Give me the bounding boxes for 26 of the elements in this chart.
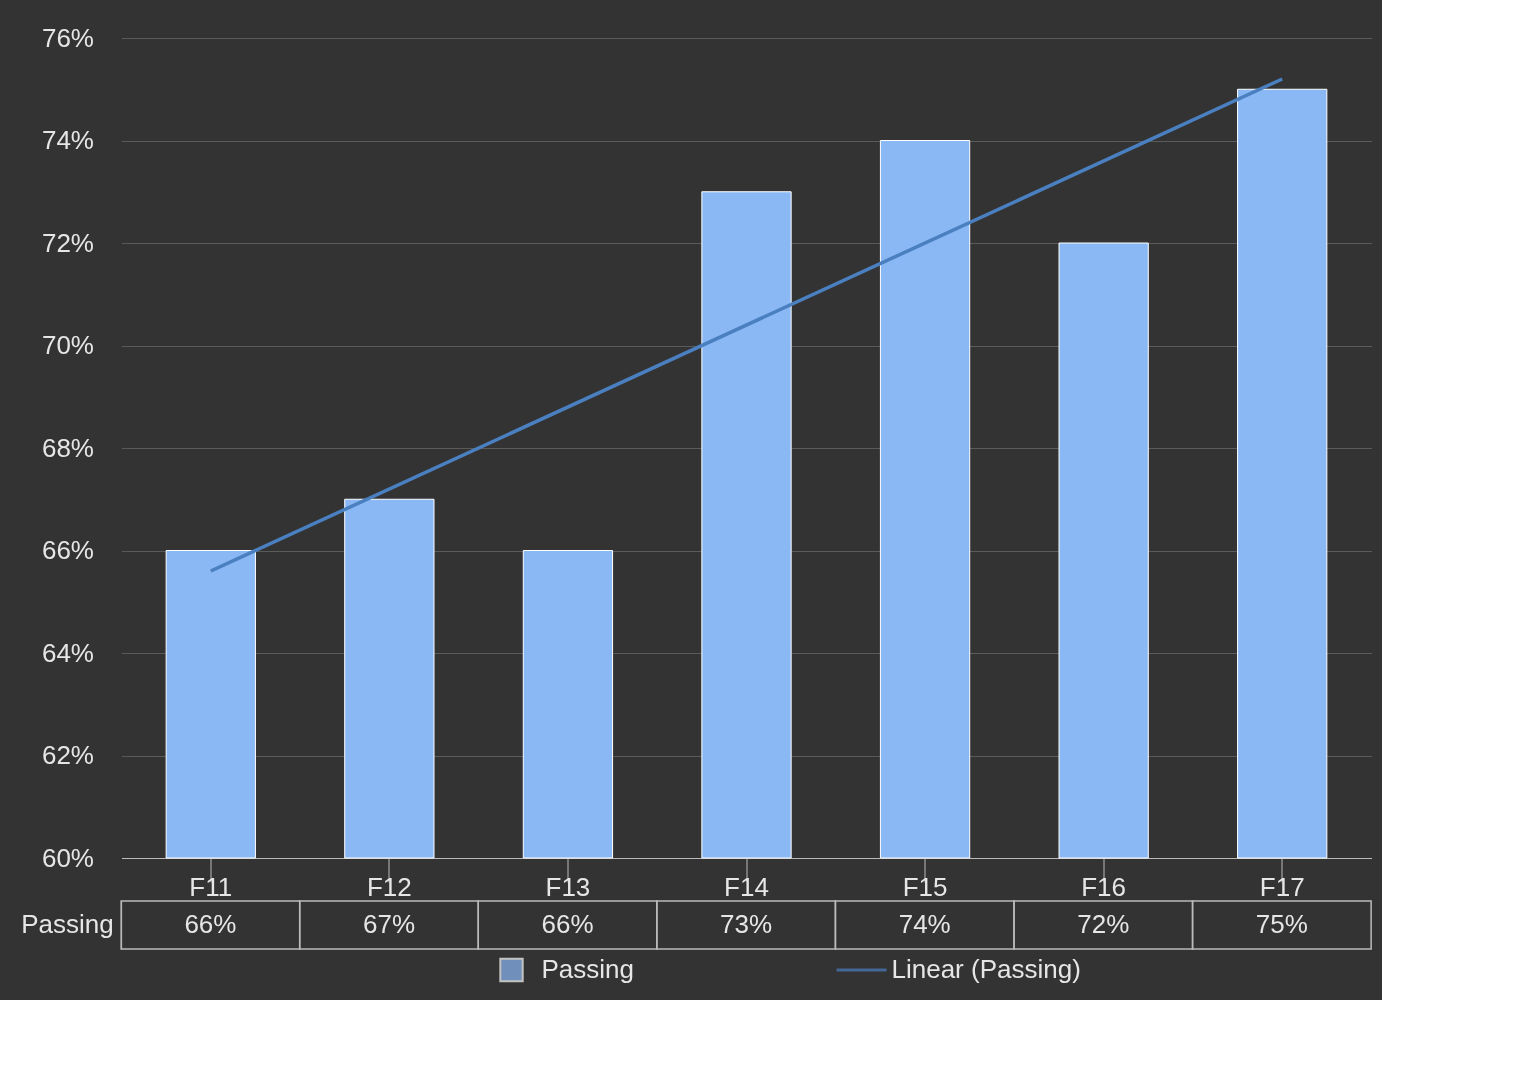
y-tick-label: 68%	[41, 432, 94, 463]
x-tick-label: F17	[1259, 871, 1305, 902]
data-label: 66%	[541, 909, 594, 939]
y-tick-label: 76%	[41, 22, 94, 53]
legend-label: Passing	[541, 954, 634, 984]
y-tick-label: 70%	[41, 330, 94, 360]
data-label: 75%	[1255, 909, 1308, 939]
data-label: 74%	[898, 909, 951, 939]
x-tick-label: F11	[189, 871, 233, 902]
x-tick-label: F14	[724, 871, 769, 902]
x-tick-label: F13	[545, 871, 591, 902]
text: Passing	[21, 909, 114, 939]
x-tick-label: F15	[902, 871, 948, 902]
x-tick-label: F16	[1081, 871, 1127, 902]
data-label: 73%	[720, 909, 773, 939]
y-tick-label: 60%	[41, 842, 94, 873]
data-label: 66%	[184, 909, 237, 939]
legend-label: Linear (Passing)	[891, 954, 1081, 984]
y-tick-label: 62%	[41, 740, 94, 770]
data-label: 67%	[362, 909, 416, 939]
y-tick-label: 66%	[41, 535, 94, 565]
data-label: 72%	[1077, 909, 1130, 939]
y-tick-label: 74%	[41, 125, 94, 155]
x-tick-label: F12	[366, 871, 412, 902]
y-tick-label: 64%	[41, 637, 94, 668]
y-tick-label: 72%	[41, 227, 94, 258]
